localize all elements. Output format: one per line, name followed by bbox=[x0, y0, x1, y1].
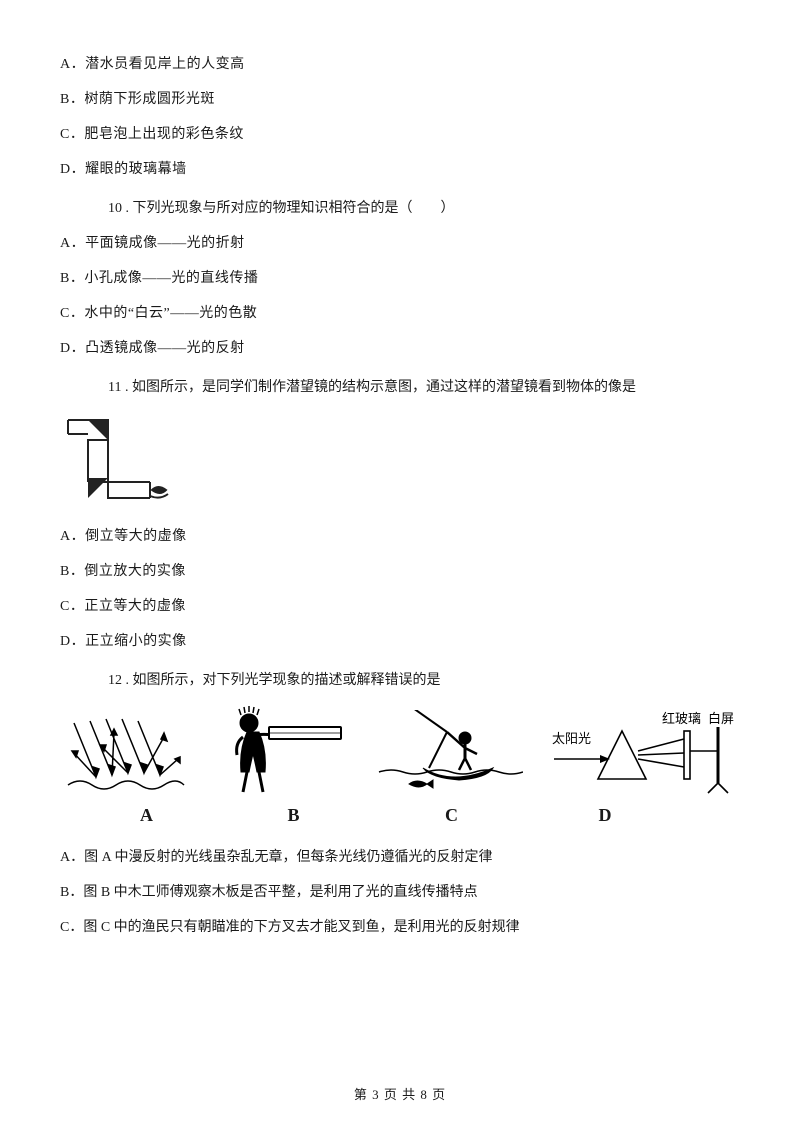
q11-option-a: A．倒立等大的虚像 bbox=[60, 526, 740, 547]
q12-label-c: C bbox=[389, 802, 547, 829]
q12-figure-d: 太阳光 红玻璃 bbox=[550, 705, 740, 800]
q11-figure bbox=[60, 412, 740, 512]
q11-option-c: C．正立等大的虚像 bbox=[60, 596, 740, 617]
page-body: A．潜水员看见岸上的人变高 B．树荫下形成圆形光斑 C．肥皂泡上出现的彩色条纹 … bbox=[0, 0, 800, 938]
q12-option-b: B．图 B 中木工师傅观察木板是否平整，是利用了光的直线传播特点 bbox=[60, 882, 740, 903]
q12-figure-b bbox=[217, 705, 347, 800]
q12-label-b: B bbox=[242, 802, 390, 829]
q9-option-a: A．潜水员看见岸上的人变高 bbox=[60, 54, 740, 75]
q9-option-d: D．耀眼的玻璃幕墙 bbox=[60, 159, 740, 180]
q12-label-d: D bbox=[547, 802, 701, 829]
svg-text:红玻璃: 红玻璃 bbox=[662, 711, 701, 726]
q11-option-b: B．倒立放大的实像 bbox=[60, 561, 740, 582]
q12-figures: 太阳光 红玻璃 bbox=[60, 705, 740, 800]
q9-option-c: C．肥皂泡上出现的彩色条纹 bbox=[60, 124, 740, 145]
q12-figure-a bbox=[60, 715, 190, 800]
q12-label-a: A bbox=[100, 802, 242, 829]
q10-stem: 10 . 下列光现象与所对应的物理知识相符合的是（ ） bbox=[60, 198, 740, 219]
q10-option-c: C．水中的“白云”——光的色散 bbox=[60, 303, 740, 324]
q9-option-b: B．树荫下形成圆形光斑 bbox=[60, 89, 740, 110]
svg-text:白屏: 白屏 bbox=[708, 711, 734, 726]
q10-option-d: D．凸透镜成像——光的反射 bbox=[60, 338, 740, 359]
q11-option-d: D．正立缩小的实像 bbox=[60, 631, 740, 652]
q11-stem: 11 . 如图所示，是同学们制作潜望镜的结构示意图，通过这样的潜望镜看到物体的像… bbox=[60, 377, 740, 398]
page-footer: 第 3 页 共 8 页 bbox=[0, 1085, 800, 1105]
q12d-sun-label: 太阳光 bbox=[552, 731, 591, 746]
q12-option-c: C．图 C 中的渔民只有朝瞄准的下方叉去才能叉到鱼，是利用光的反射规律 bbox=[60, 917, 740, 938]
q10-option-a: A．平面镜成像——光的折射 bbox=[60, 233, 740, 254]
q12-option-a: A．图 A 中漫反射的光线虽杂乱无章，但每条光线仍遵循光的反射定律 bbox=[60, 847, 740, 868]
q12-figure-c bbox=[373, 710, 523, 800]
q12-labels: A B C D bbox=[60, 802, 740, 829]
q12-stem: 12 . 如图所示，对下列光学现象的描述或解释错误的是 bbox=[60, 670, 740, 691]
q10-option-b: B．小孔成像——光的直线传播 bbox=[60, 268, 740, 289]
